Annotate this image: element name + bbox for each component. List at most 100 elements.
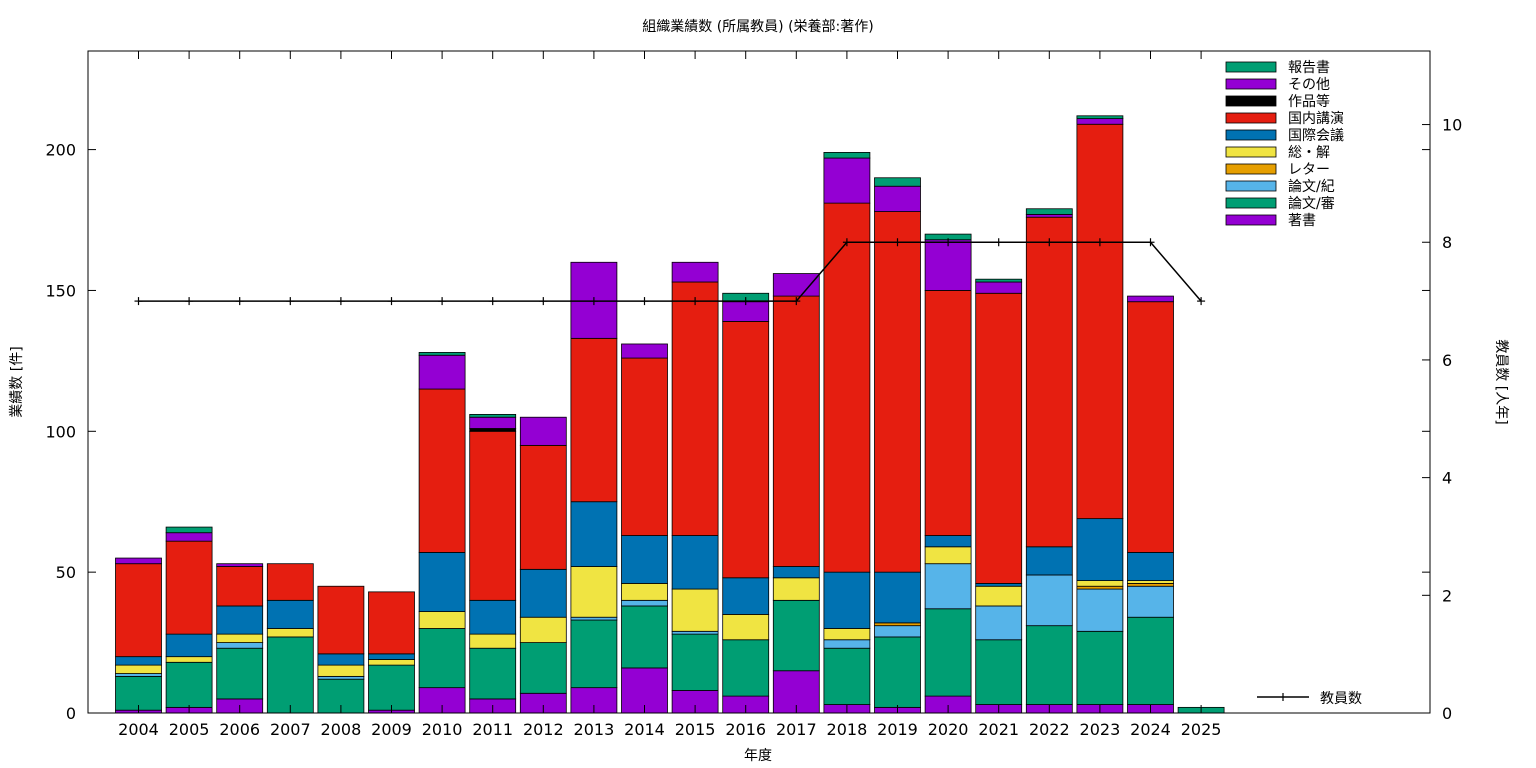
bar-segment	[1127, 301, 1174, 553]
bar-segment	[216, 566, 264, 607]
legend-item: その他	[1225, 77, 1330, 93]
x-tick-label: 2013	[574, 720, 615, 739]
line-layer	[134, 238, 1206, 306]
bar-segment	[874, 622, 921, 627]
bar-segment	[975, 605, 1023, 641]
legend-label: その他	[1288, 77, 1330, 93]
bar-segment	[216, 563, 264, 567]
x-tick-label: 2024	[1130, 720, 1171, 739]
bar-segment	[1127, 295, 1174, 303]
y2-tick-label: 10	[1442, 116, 1462, 135]
bar-segment	[368, 659, 415, 666]
legend-label: 作品等	[1288, 93, 1330, 110]
y-tick-label: 100	[45, 422, 76, 441]
bar-segment	[772, 566, 820, 579]
bar-segment	[671, 633, 719, 691]
bar-segment	[874, 636, 921, 708]
legend-label: 論文/審	[1288, 196, 1335, 212]
bar-segment	[975, 292, 1023, 584]
bar-segment	[924, 290, 972, 536]
bar-segment	[823, 647, 871, 705]
bar-segment	[1025, 216, 1073, 548]
bar-segment	[671, 588, 719, 632]
bar-segment	[368, 664, 415, 711]
bar-segment	[1025, 213, 1073, 218]
bar-segment	[823, 157, 871, 204]
bar-segment	[621, 535, 668, 584]
line-point	[1095, 238, 1104, 247]
bar-segment	[570, 501, 618, 567]
x-tick-label: 2006	[219, 720, 260, 739]
bar-segment	[621, 583, 668, 601]
bar-segment	[874, 625, 921, 638]
bar-segment	[772, 577, 820, 601]
bar-segment	[1127, 585, 1174, 618]
legend-item: 報告書	[1225, 60, 1330, 76]
legend-item: 総・解	[1225, 145, 1330, 161]
bar-segment	[874, 571, 921, 624]
bar-segment	[115, 664, 162, 674]
bar-segment	[1076, 585, 1124, 590]
legend-item: 国際会議	[1225, 127, 1344, 144]
bar-segment	[823, 152, 871, 159]
bar-segment	[1076, 118, 1124, 125]
bar-segment	[621, 599, 668, 607]
bar-segment	[1025, 546, 1073, 576]
bar-segment	[1076, 123, 1124, 520]
legend-swatch	[1225, 180, 1277, 192]
legend-item: レター	[1225, 162, 1330, 178]
bar-segment	[924, 535, 972, 548]
bar-segment	[165, 540, 213, 635]
bar-segment	[266, 563, 314, 601]
bar-segment	[469, 413, 517, 418]
plot-frame	[87, 50, 1431, 714]
x-tick-label: 2021	[978, 720, 1019, 739]
bar-segment	[722, 321, 770, 579]
bar-segment	[469, 428, 517, 432]
line-point	[1197, 297, 1206, 306]
x-tick-label: 2011	[472, 720, 513, 739]
line-point	[336, 297, 345, 306]
line-point	[994, 238, 1003, 247]
bar-segment	[772, 599, 820, 672]
legend-item: 作品等	[1225, 93, 1330, 110]
bar-segment	[216, 633, 264, 643]
line-point	[893, 238, 902, 247]
legend-label: レター	[1288, 162, 1330, 178]
legend-swatch	[1225, 163, 1277, 175]
bar-segment	[469, 416, 517, 429]
x-tick-label: 2012	[523, 720, 564, 739]
bars-layer	[115, 115, 1225, 714]
bar-segment	[722, 577, 770, 615]
line-point	[438, 297, 447, 306]
legend-line-label: 教員数	[1320, 691, 1362, 707]
bar-segment	[570, 566, 618, 618]
bar-segment	[924, 608, 972, 697]
y2-tick-label: 2	[1442, 586, 1452, 605]
bar-segment	[570, 616, 618, 621]
bar-segment	[975, 278, 1023, 283]
bar-segment	[1127, 583, 1174, 587]
bar-segment	[418, 552, 466, 612]
bar-segment	[772, 295, 820, 567]
y-tick-label: 200	[45, 141, 76, 160]
bar-segment	[317, 664, 365, 677]
bar-segment	[165, 656, 213, 663]
x-tick-label: 2025	[1181, 720, 1222, 739]
legend-label: 論文/紀	[1288, 179, 1335, 195]
line-point	[286, 297, 295, 306]
bar-segment	[823, 639, 871, 649]
x-tick-label: 2018	[827, 720, 868, 739]
bar-segment	[418, 354, 466, 390]
bar-segment	[1076, 630, 1124, 705]
line-point	[589, 297, 598, 306]
legend-item: 論文/審	[1225, 196, 1335, 212]
bar-segment	[671, 281, 719, 536]
bar-segment	[772, 273, 820, 297]
bar-segment	[975, 639, 1023, 705]
bar-segment	[216, 647, 264, 700]
x-tick-label: 2022	[1029, 720, 1070, 739]
bar-segment	[317, 585, 365, 655]
x-axis-label: 年度	[744, 748, 772, 764]
